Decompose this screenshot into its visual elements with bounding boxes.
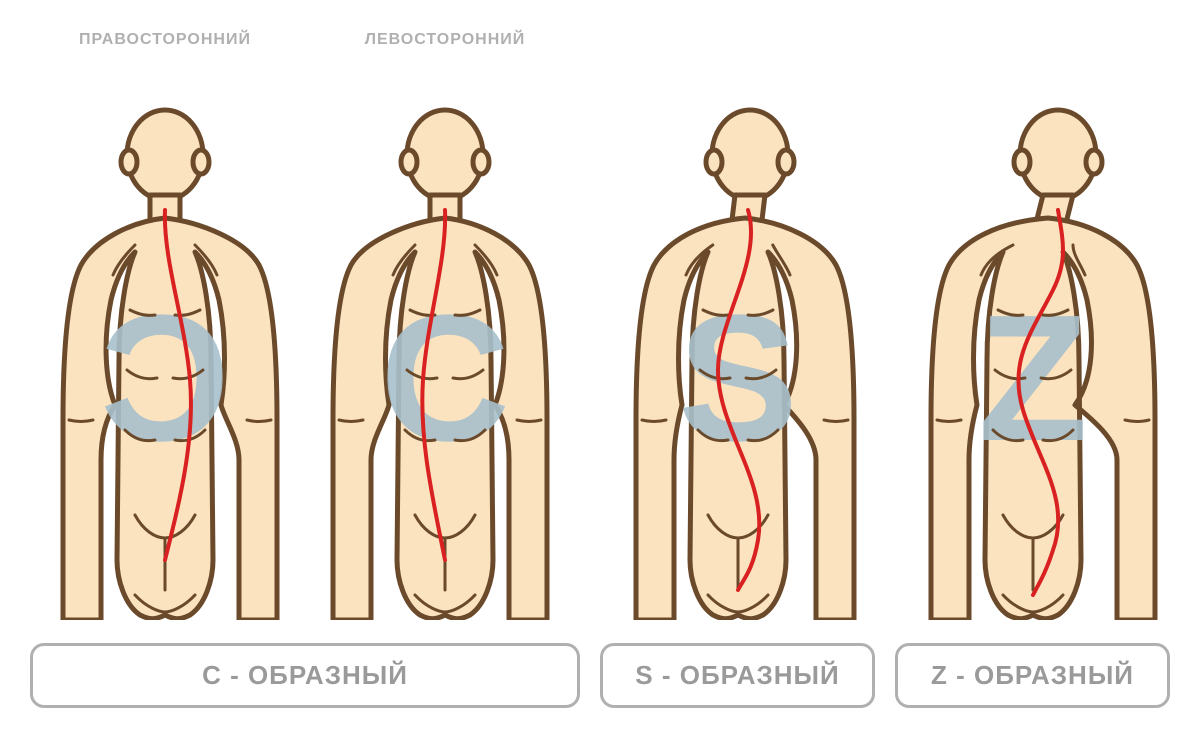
figure-s: S bbox=[608, 60, 868, 620]
top-label-right: ПРАВОСТОРОННИЙ bbox=[79, 20, 251, 60]
figure-col-z: Z bbox=[895, 20, 1170, 620]
top-label-left: ЛЕВОСТОРОННИЙ bbox=[365, 20, 526, 60]
figure-c-right: C bbox=[35, 60, 295, 620]
bottom-label-s: S - ОБРАЗНЫЙ bbox=[600, 643, 875, 708]
bottom-label-c: С - ОБРАЗНЫЙ bbox=[30, 643, 580, 708]
svg-text:C: C bbox=[380, 278, 510, 479]
svg-text:C: C bbox=[100, 278, 230, 479]
group-s-shaped: S S - ОБРАЗНЫЙ bbox=[600, 20, 875, 708]
figure-col-c-right: ПРАВОСТОРОННИЙ C bbox=[30, 20, 300, 620]
figure-z: Z bbox=[903, 60, 1163, 620]
figures-row-c: ПРАВОСТОРОННИЙ C ЛЕВОСТОРОННИЙ C bbox=[30, 20, 580, 633]
figures-row-z: Z bbox=[895, 20, 1170, 633]
figures-row-s: S bbox=[600, 20, 875, 633]
svg-text:Z: Z bbox=[978, 278, 1088, 479]
figure-col-c-left: ЛЕВОСТОРОННИЙ C bbox=[310, 20, 580, 620]
figure-col-s: S bbox=[600, 20, 875, 620]
bottom-label-z: Z - ОБРАЗНЫЙ bbox=[895, 643, 1170, 708]
figure-c-left: C bbox=[315, 60, 575, 620]
diagram-container: ПРАВОСТОРОННИЙ C ЛЕВОСТОРОННИЙ C С - ОБР… bbox=[0, 0, 1200, 738]
group-c-shaped: ПРАВОСТОРОННИЙ C ЛЕВОСТОРОННИЙ C С - ОБР… bbox=[30, 20, 580, 708]
group-z-shaped: Z Z - ОБРАЗНЫЙ bbox=[895, 20, 1170, 708]
